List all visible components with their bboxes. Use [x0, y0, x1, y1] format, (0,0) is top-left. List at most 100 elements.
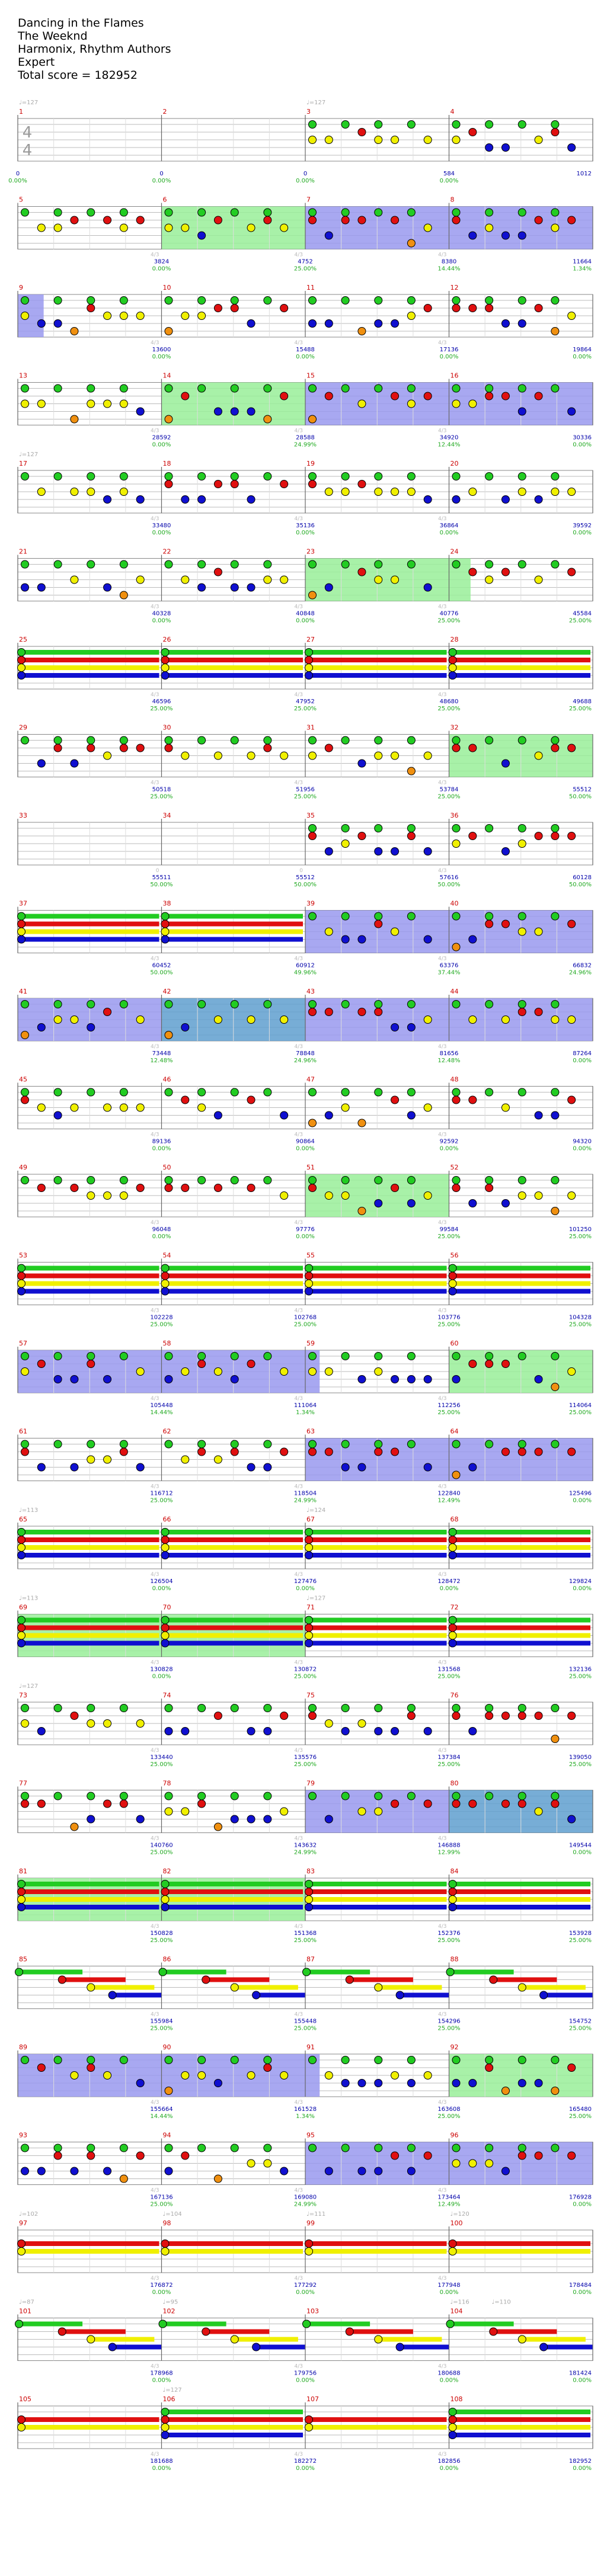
measure-number: 84 — [451, 1867, 459, 1875]
measure-number: 14 — [163, 372, 171, 380]
note-gem — [70, 1015, 79, 1024]
note-gem — [517, 1712, 526, 1720]
note-gem — [17, 671, 25, 680]
measure-multiplier: 12.48% — [437, 1058, 460, 1064]
note-gem — [305, 1264, 313, 1273]
note-gem — [103, 1191, 112, 1200]
note-gem — [263, 1704, 272, 1712]
note-gem — [324, 1191, 333, 1200]
tempo-marker: ♩=111 — [306, 2211, 325, 2218]
note-gem — [230, 304, 239, 312]
sustain-tail — [20, 937, 159, 942]
measure-number: 69 — [19, 1604, 27, 1611]
sustain-tail — [20, 1545, 159, 1550]
measure-multiplier: 0.00% — [296, 354, 315, 360]
note-gem — [452, 840, 461, 848]
measure-score: 81656 — [440, 1050, 459, 1057]
note-gem — [230, 1176, 239, 1184]
measure-score: 55511 — [152, 874, 171, 881]
sustain-tail — [161, 2321, 226, 2327]
note-gem — [517, 472, 526, 480]
note-gem — [374, 1367, 383, 1376]
sustain-tail — [451, 2425, 590, 2430]
sustain-tail — [20, 673, 159, 678]
row-end-score: 49688 — [573, 699, 592, 705]
sustain-tail — [164, 673, 303, 678]
sustain-tail — [20, 658, 159, 662]
note-gem — [17, 1880, 25, 1888]
note-gem — [53, 736, 62, 745]
note-gem — [305, 1551, 313, 1559]
note-gem — [308, 591, 317, 600]
note-gem — [324, 488, 333, 496]
measure-score: 102228 — [150, 1315, 172, 1321]
measure-number: 89 — [19, 2043, 27, 2051]
note-gem — [324, 2167, 333, 2175]
note-gem — [308, 1704, 317, 1712]
measure-score: 4752 — [298, 259, 312, 265]
note-gem — [374, 1440, 383, 1449]
sustain-tail — [164, 1553, 303, 1558]
sustain-tail — [308, 1545, 447, 1550]
note-gem — [374, 1008, 383, 1016]
note-gem — [87, 2064, 95, 2072]
sustain-tail — [451, 1897, 590, 1902]
row-end-score: 154752 — [569, 2018, 592, 2025]
row-end-score: 45584 — [573, 611, 592, 617]
note-gem — [37, 2064, 46, 2072]
note-gem — [280, 2071, 289, 2080]
note-gem — [517, 736, 526, 745]
song-title: Dancing in the Flames — [18, 17, 144, 30]
note-gem — [517, 1447, 526, 1456]
note-gem — [407, 912, 416, 921]
note-gem — [119, 488, 128, 496]
note-gem — [534, 1447, 543, 1456]
note-gem — [57, 2327, 66, 2336]
measure-score: 60452 — [152, 963, 171, 969]
note-gem — [407, 1088, 416, 1097]
measure-number: 57 — [19, 1340, 27, 1347]
note-gem — [357, 399, 366, 408]
sustain-tail — [20, 914, 159, 919]
note-gem — [374, 2167, 383, 2175]
note-gem — [230, 1815, 239, 1824]
note-gem — [517, 296, 526, 305]
note-gem — [181, 223, 190, 232]
note-gem — [213, 1712, 222, 1720]
note-gem — [341, 736, 350, 745]
note-gem — [305, 1631, 313, 1640]
note-gem — [468, 1015, 477, 1024]
note-gem — [230, 407, 239, 416]
measure-score: 135576 — [294, 1754, 317, 1761]
ghost-label: 4/3 — [438, 340, 446, 346]
note-gem — [197, 1440, 206, 1449]
note-gem — [87, 488, 95, 496]
note-gem — [407, 2144, 416, 2152]
note-gem — [136, 2151, 145, 2160]
note-gem — [407, 832, 416, 840]
sustain-tail — [308, 1882, 447, 1886]
note-gem — [263, 2064, 272, 2072]
measure-number: 51 — [306, 1164, 315, 1171]
note-gem — [452, 824, 461, 832]
note-gem — [164, 415, 173, 424]
measure-number: 48 — [451, 1076, 459, 1084]
note-gem — [280, 1712, 289, 1720]
tempo-marker: ♩=127 — [306, 1595, 325, 1602]
note-gem — [551, 128, 560, 136]
note-gem — [161, 671, 170, 680]
measure-score: 146888 — [437, 1843, 460, 1849]
note-gem — [308, 824, 317, 832]
note-gem — [468, 568, 477, 576]
note-gem — [119, 472, 128, 480]
measure-number: 105 — [19, 2395, 31, 2403]
note-gem — [534, 1807, 543, 1816]
measure-number: 65 — [19, 1516, 27, 1523]
note-gem — [485, 2064, 494, 2072]
note-gem — [108, 2343, 117, 2351]
note-gem — [324, 1815, 333, 1824]
sustain-tail — [161, 1969, 226, 1975]
note-gem — [230, 2144, 239, 2152]
ghost-label: 4/3 — [151, 1748, 159, 1754]
note-gem — [70, 1103, 79, 1112]
